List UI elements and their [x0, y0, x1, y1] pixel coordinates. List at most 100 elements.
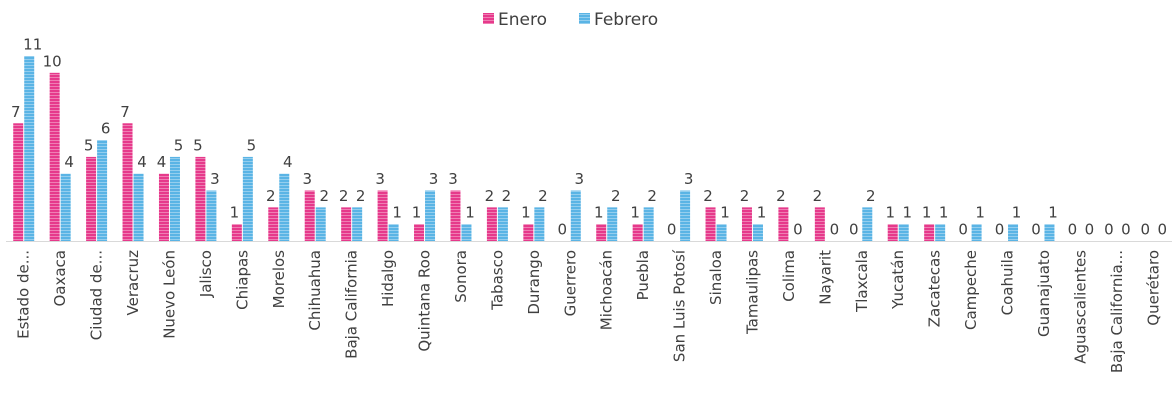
bar: [752, 224, 763, 241]
x-tick-label: Coahuila: [999, 250, 1017, 315]
data-label: 0: [849, 221, 859, 239]
bar: [643, 207, 654, 241]
data-label: 2: [611, 187, 621, 205]
bar: [632, 224, 643, 241]
x-tick-label: Oaxaca: [51, 250, 69, 307]
x-tick-label: Sinaloa: [707, 250, 725, 305]
bar: [596, 224, 607, 241]
x-tick-label: Guanajuato: [1035, 250, 1053, 337]
x-tick-label: Durango: [525, 250, 543, 315]
x-tick-label: Quintana Roo: [416, 250, 434, 352]
data-label: 3: [448, 170, 458, 188]
data-label: 4: [283, 153, 293, 171]
x-tick-label: Aguascalientes: [1071, 250, 1089, 364]
data-label: 10: [43, 52, 62, 70]
x-tick-label: Baja California...: [1108, 250, 1126, 373]
data-label: 2: [866, 187, 876, 205]
data-label: 5: [193, 136, 203, 154]
data-label: 1: [521, 204, 531, 222]
bar: [352, 207, 363, 241]
x-tick-label: Chiapas: [233, 250, 251, 310]
bar: [935, 224, 946, 241]
bar: [377, 190, 388, 241]
x-tick-label: Puebla: [634, 250, 652, 300]
data-label: 2: [538, 187, 548, 205]
x-tick-label: Zacatecas: [926, 250, 944, 327]
bar: [341, 207, 352, 241]
x-tick-label: Colima: [780, 250, 798, 302]
bar: [450, 190, 461, 241]
bar: [60, 173, 71, 241]
data-label: 2: [356, 187, 366, 205]
data-label: 3: [684, 170, 694, 188]
legend-label: Febrero: [594, 10, 658, 30]
bar: [86, 156, 97, 241]
data-label: 7: [120, 103, 130, 121]
data-label: 0: [1104, 221, 1114, 239]
data-label: 7: [11, 103, 21, 121]
data-label: 2: [776, 187, 786, 205]
x-tick-label: Chihuahua: [306, 250, 324, 331]
bar: [534, 207, 545, 241]
bar: [680, 190, 691, 241]
bar: [279, 173, 290, 241]
data-label: 3: [375, 170, 385, 188]
x-tick-label: Baja California: [343, 250, 361, 359]
data-label: 0: [1068, 221, 1078, 239]
data-label: 0: [1085, 221, 1095, 239]
data-label: 3: [302, 170, 312, 188]
data-label: 1: [902, 204, 912, 222]
bar: [461, 224, 472, 241]
bar: [195, 156, 206, 241]
x-tick-label: Nuevo León: [160, 250, 178, 339]
data-label: 2: [485, 187, 495, 205]
bar: [315, 207, 326, 241]
data-label: 0: [793, 221, 803, 239]
bar: [898, 224, 909, 241]
x-tick-label: Guerrero: [561, 250, 579, 316]
data-label: 2: [740, 187, 750, 205]
x-tick-label: Tamaulipas: [743, 250, 761, 335]
x-tick-label: Tlaxcala: [853, 250, 871, 313]
data-label: 2: [703, 187, 713, 205]
bar: [206, 190, 217, 241]
data-label: 0: [558, 221, 568, 239]
bar: [887, 224, 898, 241]
bar: [570, 190, 581, 241]
bar: [971, 224, 982, 241]
bar: [523, 224, 534, 241]
data-label: 0: [958, 221, 968, 239]
data-label: 2: [266, 187, 276, 205]
data-label: 1: [392, 204, 402, 222]
x-tick-label: Michoacán: [598, 250, 616, 330]
bar: [169, 156, 180, 241]
data-label: 1: [412, 204, 422, 222]
data-label: 2: [813, 187, 823, 205]
data-label: 1: [975, 204, 985, 222]
data-label: 0: [995, 221, 1005, 239]
x-tick-label: Nayarit: [816, 250, 834, 305]
data-label: 1: [1012, 204, 1022, 222]
bar: [924, 224, 935, 241]
x-tick-label: Tabasco: [488, 250, 506, 311]
data-label: 1: [939, 204, 949, 222]
data-label: 1: [757, 204, 767, 222]
x-tick-label: Hidalgo: [379, 250, 397, 307]
bar: [486, 207, 497, 241]
x-tick-label: Veracruz: [124, 250, 142, 316]
bar: [133, 173, 144, 241]
bar: [158, 173, 169, 241]
bar: [268, 207, 279, 241]
x-tick-label: San Luis Potosí: [671, 249, 689, 362]
data-label: 2: [339, 187, 349, 205]
bar: [49, 72, 60, 242]
bar: [242, 156, 253, 241]
x-tick-label: Ciudad de...: [88, 250, 106, 340]
data-label: 4: [64, 153, 74, 171]
bar: [388, 224, 399, 241]
data-label: 0: [667, 221, 677, 239]
bar: [497, 207, 508, 241]
data-label: 6: [101, 120, 111, 138]
bar: [122, 123, 133, 241]
